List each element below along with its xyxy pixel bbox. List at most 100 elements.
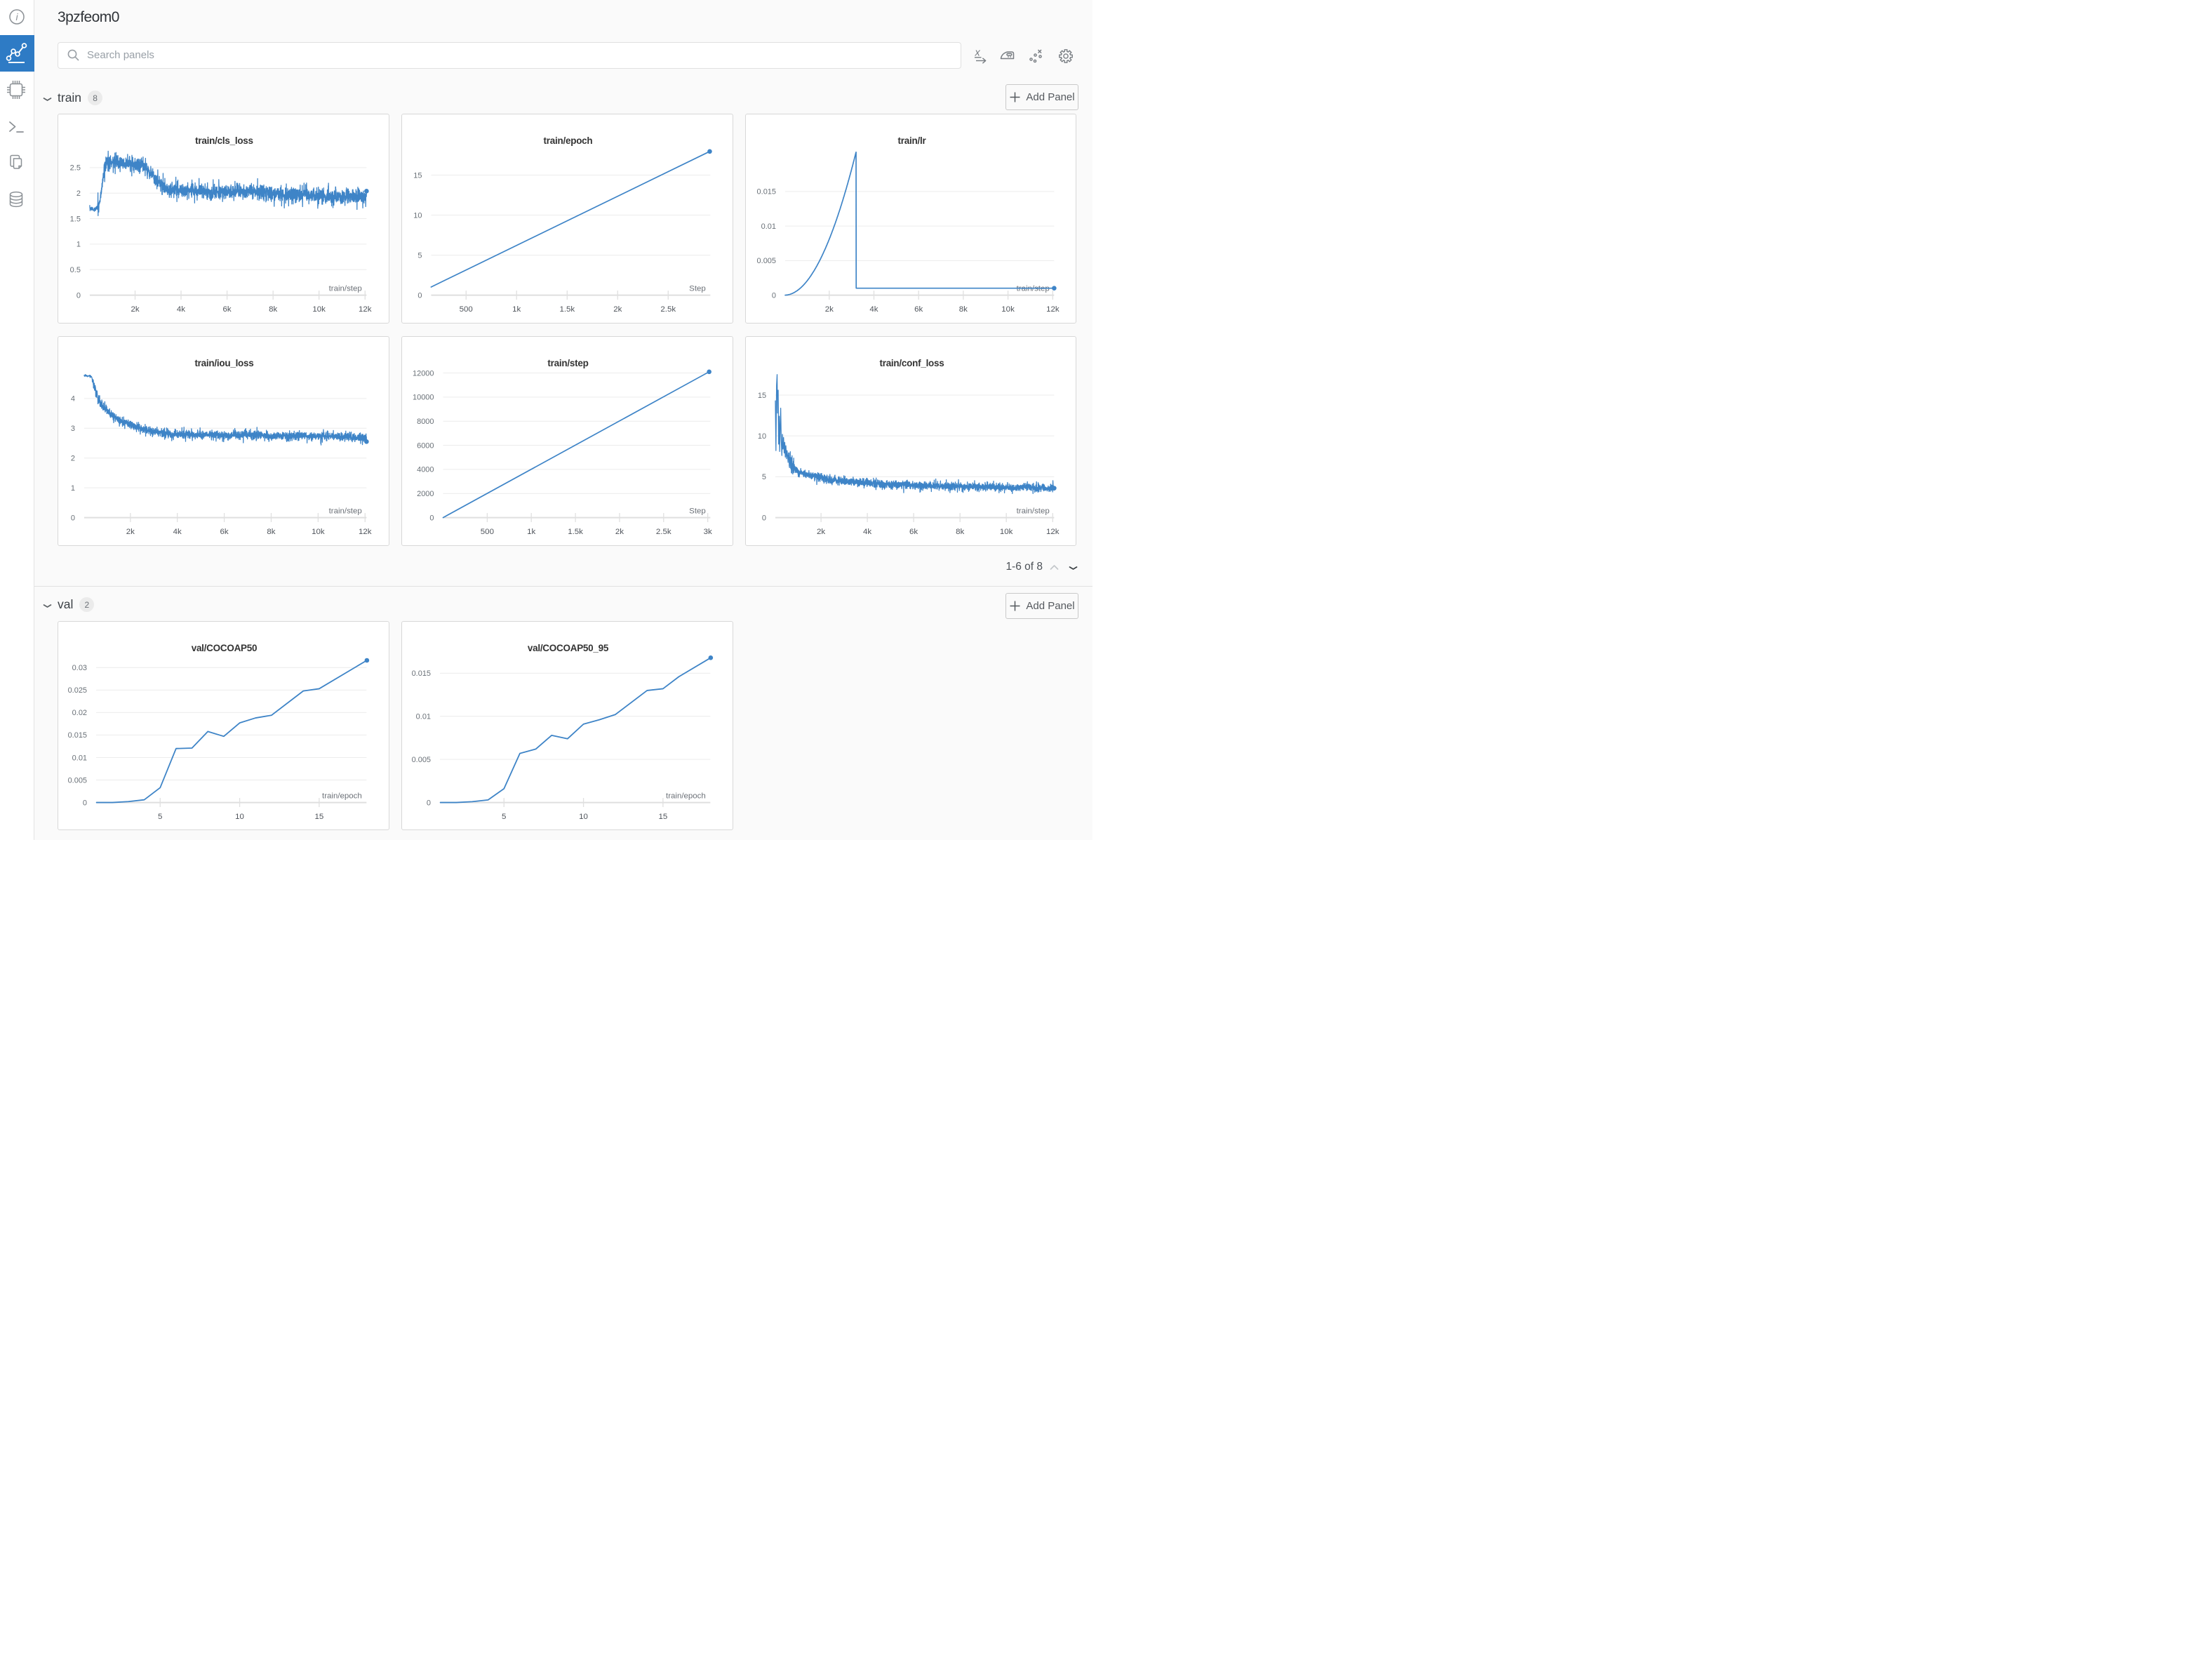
svg-text:0: 0 [429, 514, 434, 522]
svg-text:5: 5 [762, 473, 766, 481]
svg-text:val/COCOAP50: val/COCOAP50 [192, 642, 258, 653]
svg-text:i: i [15, 11, 18, 22]
svg-text:2000: 2000 [417, 490, 434, 498]
svg-text:5: 5 [417, 251, 422, 260]
svg-text:2: 2 [71, 455, 75, 463]
svg-text:4000: 4000 [417, 466, 434, 474]
svg-text:1k: 1k [512, 305, 521, 314]
svg-text:2k: 2k [126, 528, 135, 536]
svg-text:6k: 6k [914, 305, 923, 314]
svg-text:0.005: 0.005 [756, 257, 775, 265]
svg-text:Step: Step [689, 507, 706, 516]
svg-text:10k: 10k [1001, 305, 1015, 314]
svg-text:train/epoch: train/epoch [666, 792, 706, 800]
svg-text:0.01: 0.01 [761, 222, 775, 231]
svg-text:15: 15 [658, 813, 667, 821]
svg-text:0.01: 0.01 [72, 754, 87, 762]
svg-text:val/COCOAP50_95: val/COCOAP50_95 [528, 642, 609, 653]
svg-text:0.015: 0.015 [68, 731, 87, 740]
svg-text:2k: 2k [613, 305, 622, 314]
svg-text:train/cls_loss: train/cls_loss [195, 135, 253, 146]
svg-text:0: 0 [427, 799, 431, 807]
svg-text:2.5k: 2.5k [660, 305, 676, 314]
svg-text:15: 15 [757, 392, 766, 400]
svg-text:2.5: 2.5 [70, 164, 81, 173]
svg-text:1.5k: 1.5k [559, 305, 575, 314]
svg-text:0: 0 [76, 291, 81, 300]
svg-text:1: 1 [76, 241, 81, 249]
svg-text:12k: 12k [359, 528, 372, 536]
svg-text:12k: 12k [1046, 528, 1060, 536]
svg-text:2.5k: 2.5k [656, 528, 671, 536]
svg-text:0.005: 0.005 [68, 776, 87, 785]
svg-text:4k: 4k [863, 528, 871, 536]
svg-text:8k: 8k [267, 528, 275, 536]
svg-text:8k: 8k [958, 305, 967, 314]
svg-text:15: 15 [314, 813, 323, 821]
svg-text:train/epoch: train/epoch [543, 135, 592, 146]
svg-text:4k: 4k [173, 528, 182, 536]
svg-text:0: 0 [83, 799, 87, 807]
svg-text:1: 1 [71, 484, 75, 493]
svg-text:train/step: train/step [1016, 285, 1049, 293]
svg-text:2k: 2k [131, 305, 139, 314]
svg-text:0.01: 0.01 [415, 712, 430, 721]
svg-text:1k: 1k [527, 528, 535, 536]
svg-text:6k: 6k [909, 528, 918, 536]
svg-text:500: 500 [459, 305, 472, 314]
svg-text:5: 5 [502, 813, 506, 821]
svg-text:4k: 4k [177, 305, 185, 314]
svg-text:12k: 12k [1046, 305, 1060, 314]
svg-text:0: 0 [772, 291, 776, 300]
svg-text:4k: 4k [869, 305, 878, 314]
svg-text:train/conf_loss: train/conf_loss [879, 358, 944, 368]
svg-text:train/step: train/step [329, 285, 362, 293]
svg-text:0: 0 [71, 514, 75, 522]
svg-text:12k: 12k [359, 305, 372, 314]
svg-text:1.5: 1.5 [70, 215, 81, 223]
svg-text:15: 15 [413, 171, 422, 180]
svg-text:0: 0 [417, 291, 422, 300]
svg-text:8k: 8k [269, 305, 277, 314]
svg-text:5: 5 [158, 813, 162, 821]
svg-text:6k: 6k [223, 305, 232, 314]
svg-text:0.015: 0.015 [756, 188, 775, 196]
svg-text:0.025: 0.025 [68, 686, 87, 695]
svg-text:2k: 2k [824, 305, 833, 314]
svg-text:6k: 6k [220, 528, 229, 536]
svg-text:train/step: train/step [547, 358, 588, 368]
svg-text:train/step: train/step [329, 507, 362, 516]
svg-text:10: 10 [413, 211, 422, 220]
svg-text:train/iou_loss: train/iou_loss [194, 358, 253, 368]
svg-text:train/lr: train/lr [897, 135, 926, 146]
svg-text:10: 10 [579, 813, 588, 821]
svg-text:12000: 12000 [413, 369, 434, 378]
svg-text:10000: 10000 [413, 394, 434, 402]
svg-text:6000: 6000 [417, 441, 434, 450]
svg-text:8000: 8000 [417, 418, 434, 426]
svg-text:0.005: 0.005 [411, 755, 430, 764]
svg-text:4: 4 [71, 395, 75, 404]
svg-text:3: 3 [71, 425, 75, 433]
svg-text:1.5k: 1.5k [568, 528, 583, 536]
svg-text:10k: 10k [1000, 528, 1013, 536]
svg-text:10: 10 [757, 432, 766, 441]
svg-text:0.02: 0.02 [72, 709, 87, 717]
svg-text:0: 0 [762, 514, 766, 522]
svg-text:10k: 10k [312, 305, 326, 314]
svg-text:train/step: train/step [1016, 507, 1049, 516]
svg-text:0.015: 0.015 [411, 669, 430, 678]
svg-text:10k: 10k [312, 528, 325, 536]
svg-text:x: x [975, 48, 981, 59]
svg-text:3k: 3k [703, 528, 711, 536]
svg-text:10: 10 [235, 813, 244, 821]
svg-text:2: 2 [76, 189, 81, 198]
svg-text:2k: 2k [615, 528, 624, 536]
svg-text:0.03: 0.03 [72, 664, 87, 672]
svg-text:0.5: 0.5 [70, 266, 81, 274]
svg-text:500: 500 [481, 528, 494, 536]
svg-text:8k: 8k [956, 528, 964, 536]
svg-text:Step: Step [689, 285, 706, 293]
svg-text:2k: 2k [817, 528, 825, 536]
svg-text:train/epoch: train/epoch [322, 792, 362, 800]
